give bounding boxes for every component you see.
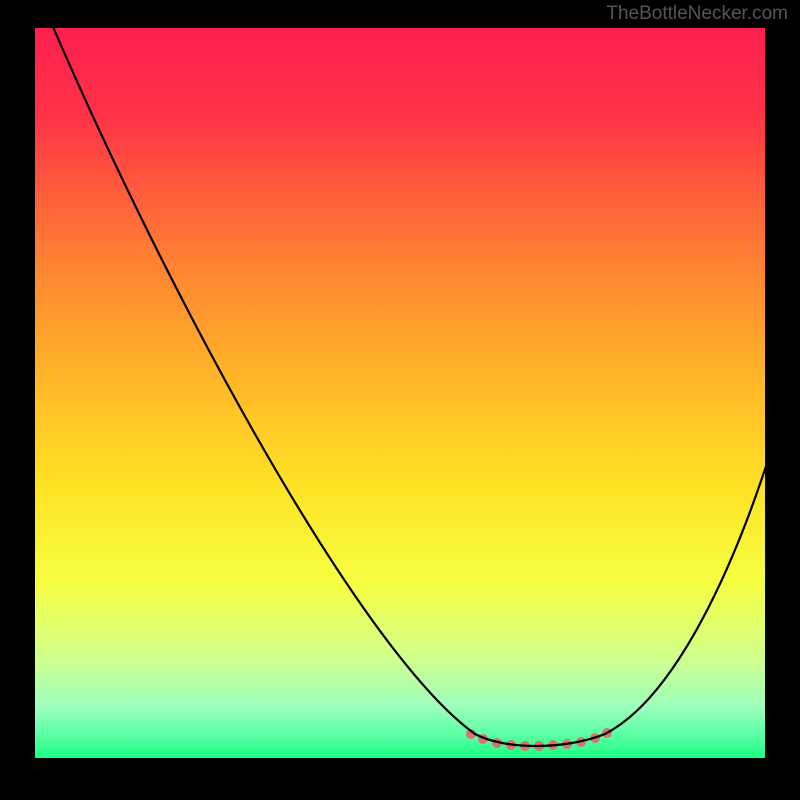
watermark-text: TheBottleNecker.com	[606, 3, 788, 25]
chart-plot-area	[35, 28, 765, 758]
chart-curve	[35, 28, 765, 758]
